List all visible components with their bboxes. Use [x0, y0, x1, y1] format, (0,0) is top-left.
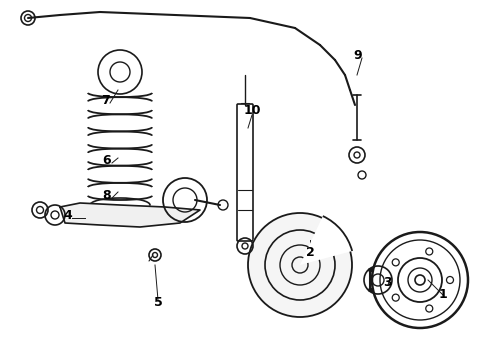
- Polygon shape: [60, 203, 200, 227]
- Text: 9: 9: [354, 49, 362, 62]
- Text: 2: 2: [306, 246, 315, 258]
- Wedge shape: [248, 213, 352, 317]
- Wedge shape: [300, 216, 352, 265]
- Text: 3: 3: [384, 276, 392, 289]
- Text: 7: 7: [100, 94, 109, 107]
- Text: 6: 6: [103, 153, 111, 166]
- Text: 4: 4: [64, 208, 73, 221]
- Text: 8: 8: [103, 189, 111, 202]
- Text: 5: 5: [154, 296, 162, 309]
- Text: 1: 1: [439, 288, 447, 302]
- Text: 10: 10: [243, 104, 261, 117]
